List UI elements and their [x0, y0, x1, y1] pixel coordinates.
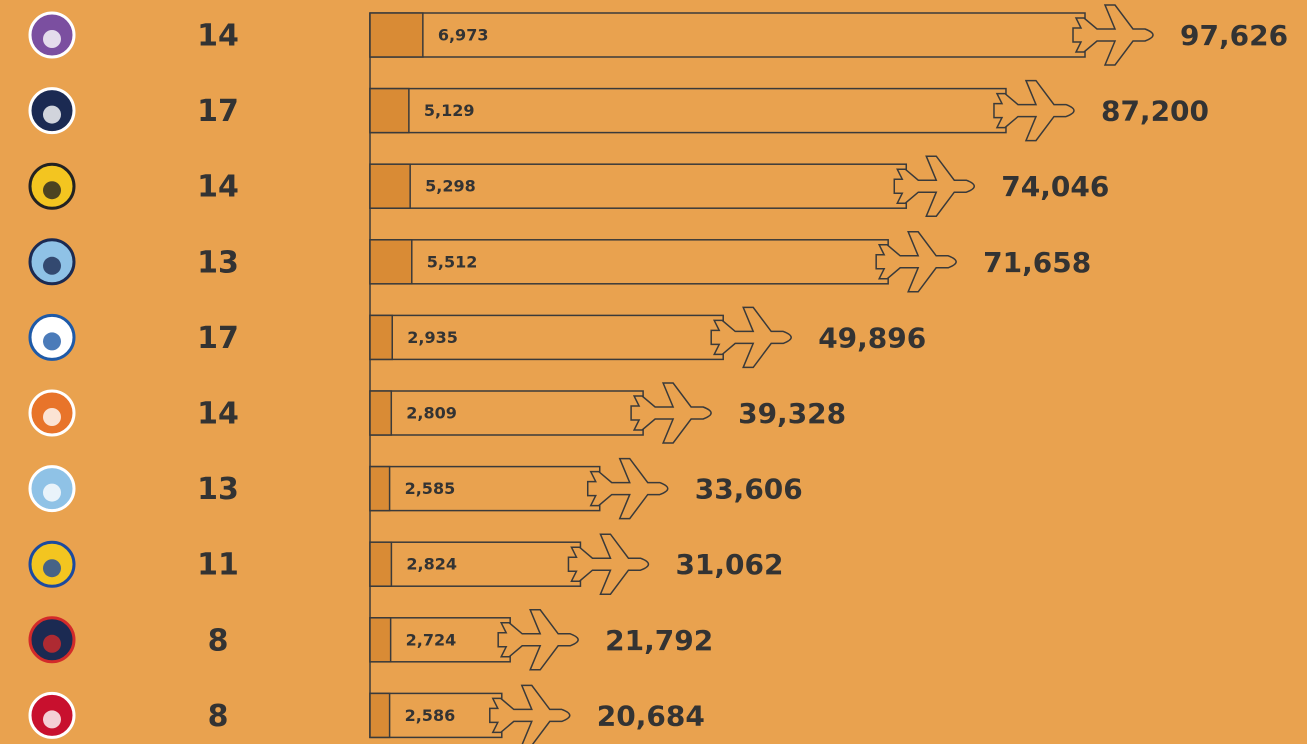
total-label: 21,792	[605, 624, 713, 657]
inner-bar	[369, 541, 393, 587]
total-bar	[369, 314, 724, 361]
inner-bar	[369, 390, 393, 436]
plane-icon	[497, 609, 579, 671]
club-badge-center	[43, 30, 61, 48]
match-count: 14	[197, 19, 239, 54]
inner-label: 2,586	[405, 706, 456, 725]
total-label: 71,658	[983, 246, 1091, 279]
match-count: 11	[197, 548, 239, 583]
plane-icon	[1072, 4, 1154, 66]
inner-label: 5,298	[425, 177, 476, 196]
club-badge-center	[43, 559, 61, 578]
inner-label: 2,585	[405, 479, 456, 498]
inner-bar	[369, 314, 393, 361]
plane-icon	[893, 155, 976, 217]
inner-bar	[369, 692, 391, 739]
match-count: 14	[197, 170, 239, 205]
plane-icon	[710, 306, 792, 369]
club-badge-center	[43, 634, 61, 653]
total-label: 20,684	[597, 699, 705, 732]
club-badge-center	[43, 105, 61, 124]
match-count: 17	[197, 321, 239, 356]
plane-icon	[586, 457, 669, 520]
club-badge-center	[43, 408, 61, 426]
plane-icon	[489, 684, 571, 744]
total-label: 74,046	[1001, 170, 1109, 203]
club-badge-center	[43, 181, 61, 200]
inner-bar	[369, 87, 410, 134]
plane-icon	[875, 231, 957, 293]
total-label: 49,896	[818, 321, 926, 354]
club-badge-center	[43, 256, 61, 275]
total-label: 31,062	[675, 548, 783, 581]
total-bar	[369, 87, 1007, 134]
match-count: 13	[197, 245, 239, 280]
match-count: 8	[208, 699, 229, 734]
match-count: 14	[197, 397, 239, 432]
match-count: 17	[197, 94, 239, 129]
total-bar	[369, 541, 582, 587]
plane-icon	[993, 79, 1075, 142]
plane-icon	[630, 382, 712, 444]
inner-label: 5,129	[424, 101, 475, 120]
inner-bar	[369, 617, 392, 663]
match-count: 8	[208, 623, 229, 658]
club-badge-center	[43, 332, 61, 351]
inner-label: 5,512	[427, 252, 478, 271]
total-bar	[369, 465, 601, 512]
total-label: 33,606	[695, 473, 803, 506]
total-label: 87,200	[1101, 95, 1209, 128]
inner-label: 2,809	[406, 404, 457, 423]
plane-icon	[567, 533, 650, 595]
inner-bar	[369, 239, 413, 285]
club-badge-center	[43, 483, 61, 502]
club-badge-center	[43, 710, 61, 729]
total-bar	[369, 12, 1086, 58]
match-count: 13	[197, 472, 239, 507]
inner-label: 2,935	[407, 328, 458, 347]
inner-label: 2,724	[406, 630, 457, 649]
total-label: 97,626	[1180, 19, 1288, 52]
inner-label: 2,824	[406, 555, 457, 574]
inner-bar	[369, 163, 411, 209]
inner-bar	[369, 465, 391, 512]
total-label: 39,328	[738, 397, 846, 430]
inner-bar	[369, 12, 424, 58]
inner-label: 6,973	[438, 26, 489, 45]
total-bar	[369, 692, 503, 739]
